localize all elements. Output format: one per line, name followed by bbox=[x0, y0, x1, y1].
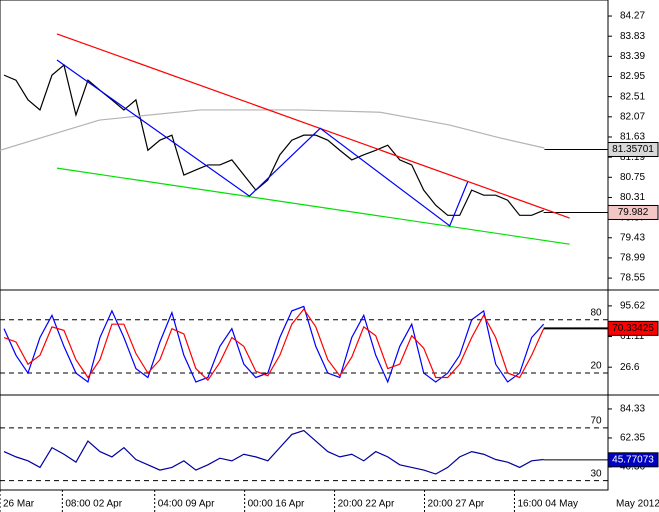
x-tick-label: 16:00 04 May bbox=[517, 499, 578, 510]
y-tick-label: 79.43 bbox=[620, 232, 645, 243]
x-tick-label: 20:00 27 Apr bbox=[428, 499, 485, 510]
last-value-label: 70.33425 bbox=[612, 323, 654, 334]
x-tick-label: 00:00 16 Apr bbox=[248, 499, 305, 510]
series-line bbox=[3, 308, 545, 382]
level-label: 70 bbox=[590, 415, 602, 426]
x-tick-label: 04:00 09 Apr bbox=[158, 499, 215, 510]
last-value-label: 45.77073 bbox=[612, 454, 654, 465]
plot-frame bbox=[0, 0, 609, 491]
last-value-box bbox=[607, 141, 659, 157]
level-label: 20 bbox=[590, 361, 602, 372]
y-tick-label: 84.27 bbox=[620, 11, 645, 22]
y-tick-label: 81.63 bbox=[620, 132, 645, 143]
x-tick-label: 08:00 02 Apr bbox=[65, 499, 122, 510]
y-tick-label: 61.11 bbox=[620, 331, 645, 342]
y-tick-label: 62.35 bbox=[620, 433, 645, 444]
y-tick-label: 78.55 bbox=[620, 273, 645, 284]
y-tick-label: 80.31 bbox=[620, 192, 645, 203]
y-tick-label: 81.19 bbox=[620, 152, 645, 163]
y-tick-label: 84.33 bbox=[620, 404, 645, 415]
last-value-box bbox=[607, 204, 659, 220]
y-tick-label: 83.83 bbox=[620, 31, 645, 42]
last-value-label: 81.35701 bbox=[612, 144, 654, 155]
y-tick-label: 78.99 bbox=[620, 253, 645, 264]
y-tick-label: 82.95 bbox=[620, 71, 645, 82]
x-tick-label: 20:00 22 Apr bbox=[338, 499, 395, 510]
y-tick-label: 80.75 bbox=[620, 172, 645, 183]
series-line bbox=[0, 109, 545, 151]
y-tick-label: 95.62 bbox=[620, 301, 645, 312]
y-tick-label: 83.39 bbox=[620, 51, 645, 62]
last-value-box bbox=[607, 452, 659, 468]
y-tick-label: 26.6 bbox=[620, 362, 640, 373]
x-end-label: May 2012 bbox=[616, 499, 659, 510]
last-value-box bbox=[607, 320, 659, 336]
level-label: 80 bbox=[590, 307, 602, 318]
series-line bbox=[56, 59, 469, 227]
series-line bbox=[3, 305, 545, 384]
level-label: 30 bbox=[590, 468, 602, 479]
series-line bbox=[56, 167, 570, 245]
x-tick-label: 26 Mar bbox=[3, 499, 35, 510]
y-tick-label: 82.07 bbox=[620, 111, 645, 122]
series-line bbox=[56, 33, 570, 219]
last-value-label: 79.982 bbox=[618, 207, 649, 218]
series-line bbox=[3, 429, 544, 475]
y-tick-label: 82.51 bbox=[620, 91, 645, 102]
